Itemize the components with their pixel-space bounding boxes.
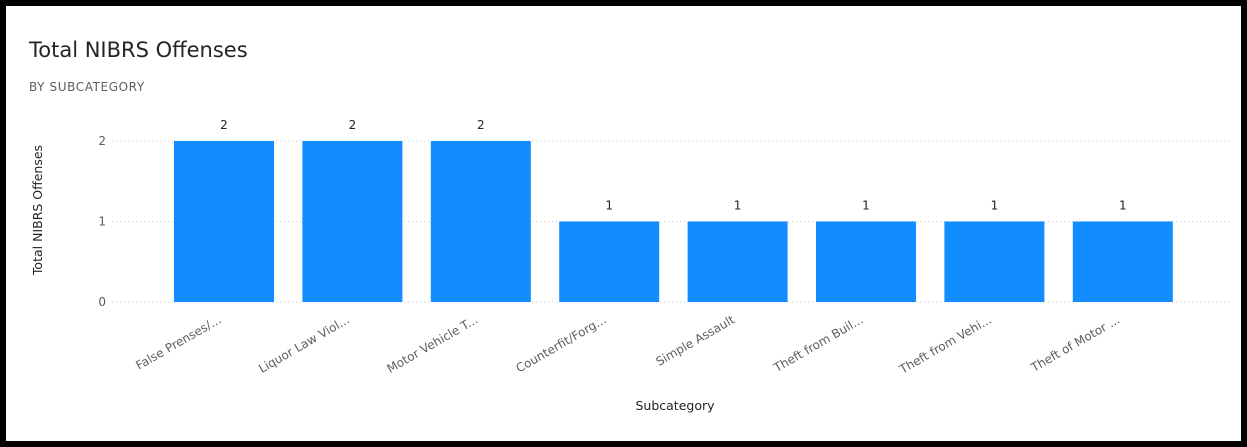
bars bbox=[174, 141, 1173, 302]
data-label: 1 bbox=[862, 199, 870, 213]
data-label: 2 bbox=[477, 118, 485, 132]
x-tick-label: Motor Vehicle T... bbox=[384, 312, 480, 375]
x-tick-label: Theft of Motor ... bbox=[1028, 312, 1123, 375]
data-label: 2 bbox=[220, 118, 228, 132]
x-tick-label: Simple Assault bbox=[653, 312, 737, 369]
data-label: 1 bbox=[605, 199, 613, 213]
chart-subtitle: BY SUBCATEGORY bbox=[29, 80, 145, 94]
bar[interactable] bbox=[816, 221, 916, 303]
x-tick-label: Liquor Law Viol... bbox=[256, 312, 352, 375]
bar[interactable] bbox=[559, 221, 660, 303]
bar[interactable] bbox=[1072, 221, 1173, 303]
x-tick-label: False Prenses/... bbox=[133, 312, 223, 372]
x-axis-title: Subcategory bbox=[635, 398, 715, 413]
data-label: 1 bbox=[991, 199, 999, 213]
y-axis-ticks: 0 1 2 bbox=[98, 134, 106, 309]
bar[interactable] bbox=[302, 141, 403, 302]
gridlines bbox=[112, 140, 1230, 303]
x-axis-ticks: False Prenses/... Liquor Law Viol... Motor… bbox=[133, 312, 1122, 377]
chart-title: Total NIBRS Offenses bbox=[29, 38, 248, 62]
bar[interactable] bbox=[687, 221, 788, 303]
y-tick-label: 1 bbox=[98, 215, 106, 229]
data-labels: 2 2 2 1 1 1 1 1 bbox=[220, 118, 1126, 213]
x-tick-label: Counterfit/Forg... bbox=[513, 312, 608, 375]
y-axis-title: Total NIBRS Offenses bbox=[30, 145, 45, 276]
data-label: 1 bbox=[1119, 199, 1127, 213]
bar[interactable] bbox=[174, 141, 274, 302]
x-tick-label: Theft from Buil... bbox=[771, 312, 866, 375]
bar[interactable] bbox=[944, 221, 1045, 303]
bar[interactable] bbox=[430, 141, 531, 302]
y-tick-label: 2 bbox=[98, 134, 106, 148]
data-label: 2 bbox=[349, 118, 357, 132]
data-label: 1 bbox=[734, 199, 742, 213]
y-tick-label: 0 bbox=[98, 295, 106, 309]
x-tick-label: Theft from Vehi... bbox=[896, 312, 994, 376]
